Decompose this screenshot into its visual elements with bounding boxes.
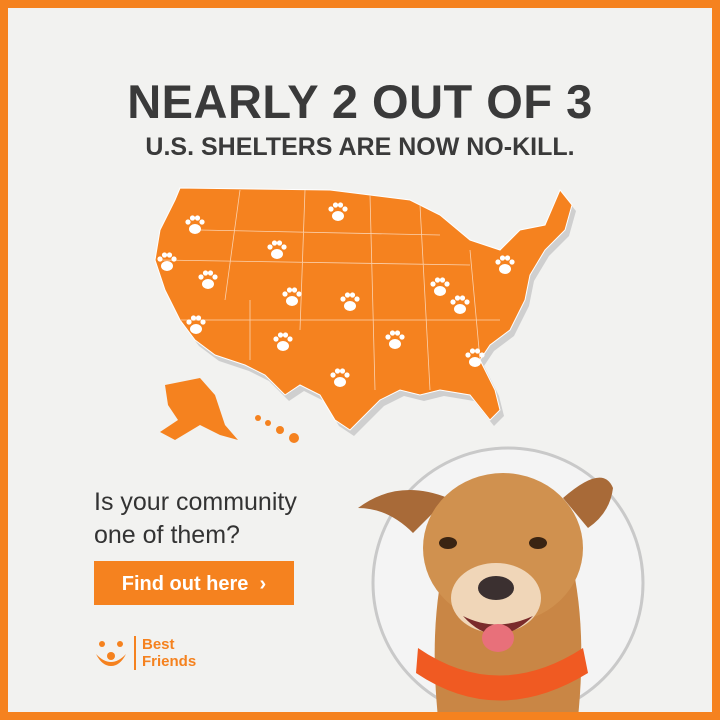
find-out-here-button[interactable]: Find out here › <box>94 561 294 605</box>
chevron-right-icon: › <box>254 573 267 595</box>
contiguous-us <box>154 187 573 431</box>
dog-ear-left <box>358 490 448 533</box>
smile-logo-icon <box>96 641 126 666</box>
dog-ear-right <box>563 477 613 528</box>
alaska <box>160 378 238 440</box>
question-text: Is your community one of them? <box>94 488 297 549</box>
us-map <box>154 187 576 443</box>
dog-collar <box>416 648 588 701</box>
hawaii <box>255 415 299 443</box>
best-friends-logo[interactable]: Best Friends <box>94 636 196 670</box>
dog-photo <box>358 446 645 712</box>
headline: NEARLY 2 OUT OF 3 <box>127 75 593 128</box>
subheadline: U.S. SHELTERS ARE NOW NO-KILL. <box>145 133 575 161</box>
